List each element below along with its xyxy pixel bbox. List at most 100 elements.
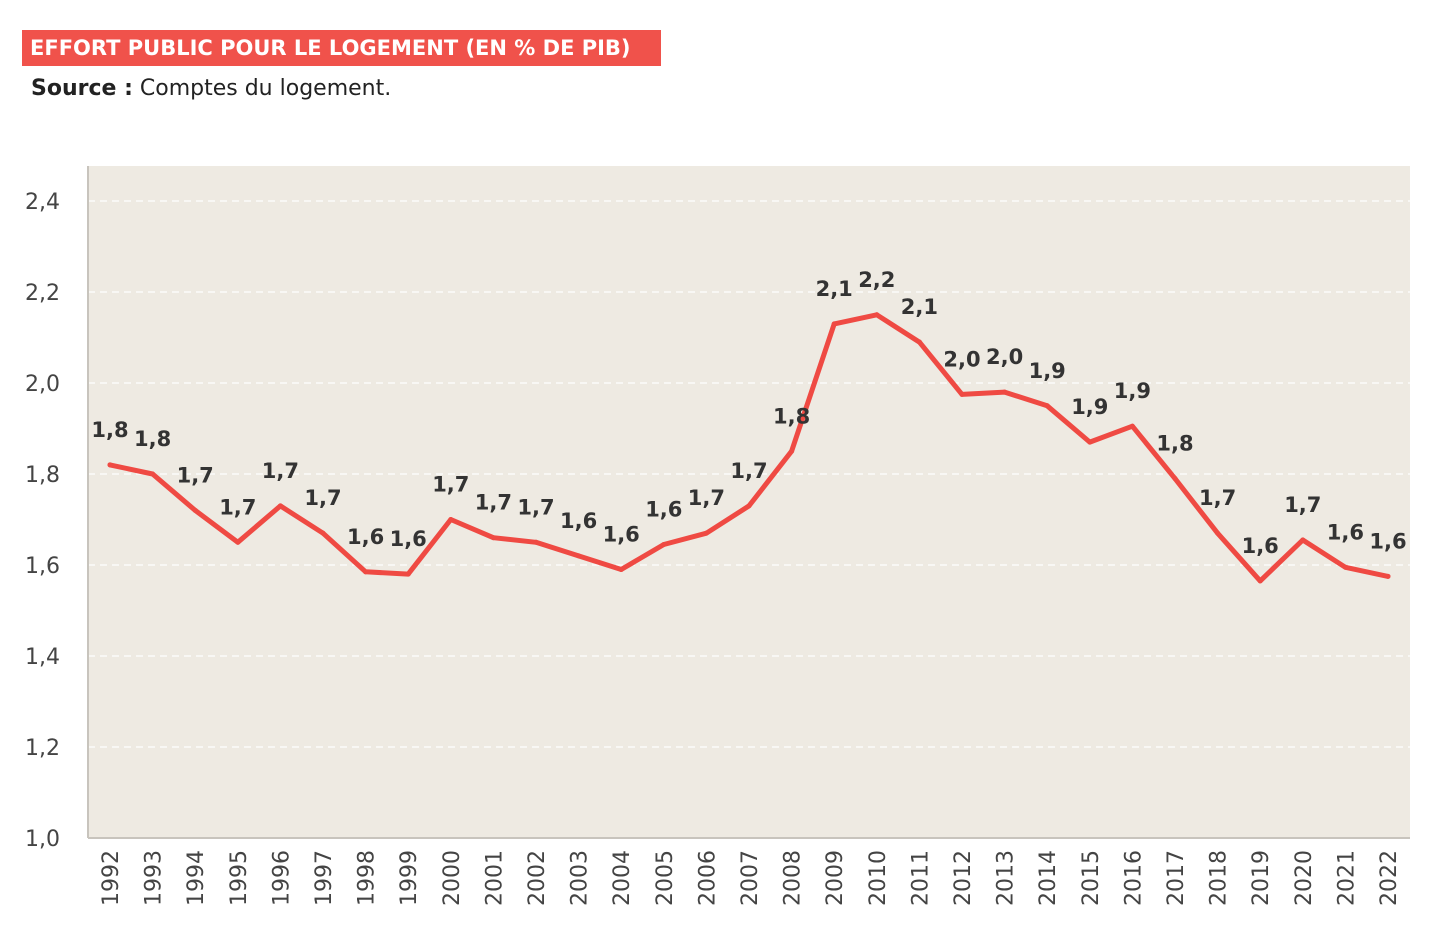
x-tick-label: 2012 [951,850,976,906]
data-point [1087,439,1093,445]
x-tick-label: 1997 [312,850,337,906]
data-point [874,312,880,318]
x-tick-label: 2015 [1079,850,1104,906]
data-point [661,542,667,548]
data-point [1215,530,1221,536]
x-tick-label: 2009 [823,850,848,906]
data-point [533,539,539,545]
data-label: 2,0 [943,347,980,371]
data-label: 1,6 [1242,534,1279,558]
data-point [490,535,496,541]
data-label: 1,9 [1029,359,1066,383]
data-point [235,539,241,545]
data-point [746,503,752,509]
y-tick-label: 1,8 [25,463,60,488]
data-point [916,339,922,345]
data-point [320,530,326,536]
data-point [1385,573,1391,579]
x-tick-label: 2011 [908,850,933,906]
data-point [150,471,156,477]
data-point [789,448,795,454]
data-point [448,517,454,522]
chart-source: Source : Comptes du logement. [31,74,391,104]
data-label: 1,6 [1327,520,1364,544]
data-label: 1,7 [688,486,725,510]
data-point [831,321,837,327]
y-tick-label: 1,0 [25,827,60,852]
y-tick-label: 2,0 [25,372,60,397]
chart-title: EFFORT PUBLIC POUR LE LOGEMENT (EN % DE … [22,30,661,66]
source-label: Source : [31,76,133,101]
data-point [107,462,113,468]
data-label: 1,7 [1284,493,1321,517]
x-tick-label: 2016 [1121,850,1146,906]
data-label: 1,8 [1156,432,1193,456]
data-label: 1,7 [730,459,767,483]
x-tick-label: 2001 [482,850,507,906]
data-label: 1,7 [432,473,469,497]
y-tick-label: 1,4 [25,645,60,670]
y-tick-label: 1,6 [25,554,60,579]
data-point [576,553,582,559]
data-label: 2,2 [858,268,895,292]
data-point [1257,578,1263,584]
data-label: 1,7 [1199,486,1236,510]
x-tick-label: 1996 [269,850,294,906]
x-tick-label: 1993 [142,850,167,906]
data-label: 1,7 [262,459,299,483]
x-tick-label: 2004 [610,850,635,906]
data-label: 2,1 [901,295,938,319]
data-label: 1,6 [1369,529,1406,553]
y-tick-label: 2,2 [25,281,60,306]
data-point [363,569,369,575]
x-tick-label: 2005 [653,850,678,906]
x-tick-label: 2019 [1249,850,1274,906]
data-label: 1,6 [347,525,384,549]
data-label: 1,6 [560,509,597,533]
data-label: 2,1 [816,277,853,301]
data-point [1172,476,1178,482]
data-point [703,530,709,536]
data-label: 1,9 [1071,395,1108,419]
data-label: 1,7 [177,463,214,487]
data-label: 1,7 [475,491,512,515]
source-text: Comptes du logement. [132,76,392,101]
x-tick-label: 2014 [1036,850,1061,906]
data-label: 1,9 [1114,379,1151,403]
x-tick-label: 1994 [184,850,209,906]
x-tick-label: 1999 [397,850,422,906]
data-point [959,391,965,397]
data-label: 1,7 [219,495,256,519]
data-label: 1,7 [517,495,554,519]
data-point [192,507,198,513]
data-point [405,571,411,577]
x-tick-label: 1998 [355,850,380,906]
data-point [618,567,624,573]
x-tick-label: 1995 [227,850,252,906]
y-tick-label: 1,2 [25,736,60,761]
x-tick-label: 2007 [738,850,763,906]
data-label: 1,8 [134,427,171,451]
data-point [1342,564,1348,570]
x-tick-label: 2022 [1377,850,1402,906]
data-label: 1,8 [91,418,128,442]
data-point [1129,423,1135,429]
data-point [1002,389,1008,395]
x-tick-label: 2000 [440,850,465,906]
data-point [1300,537,1306,543]
data-point [277,503,283,509]
x-tick-label: 2003 [568,850,593,906]
x-tick-label: 2017 [1164,850,1189,906]
data-label: 1,6 [603,523,640,547]
x-tick-label: 2013 [994,850,1019,906]
y-tick-label: 2,4 [25,190,60,215]
data-label: 1,6 [645,498,682,522]
x-tick-label: 1992 [99,850,124,906]
x-tick-label: 2021 [1334,850,1359,906]
data-label: 1,7 [304,486,341,510]
data-label: 1,8 [773,404,810,428]
x-tick-label: 2002 [525,850,550,906]
x-tick-label: 2020 [1292,850,1317,906]
x-tick-label: 2006 [695,850,720,906]
